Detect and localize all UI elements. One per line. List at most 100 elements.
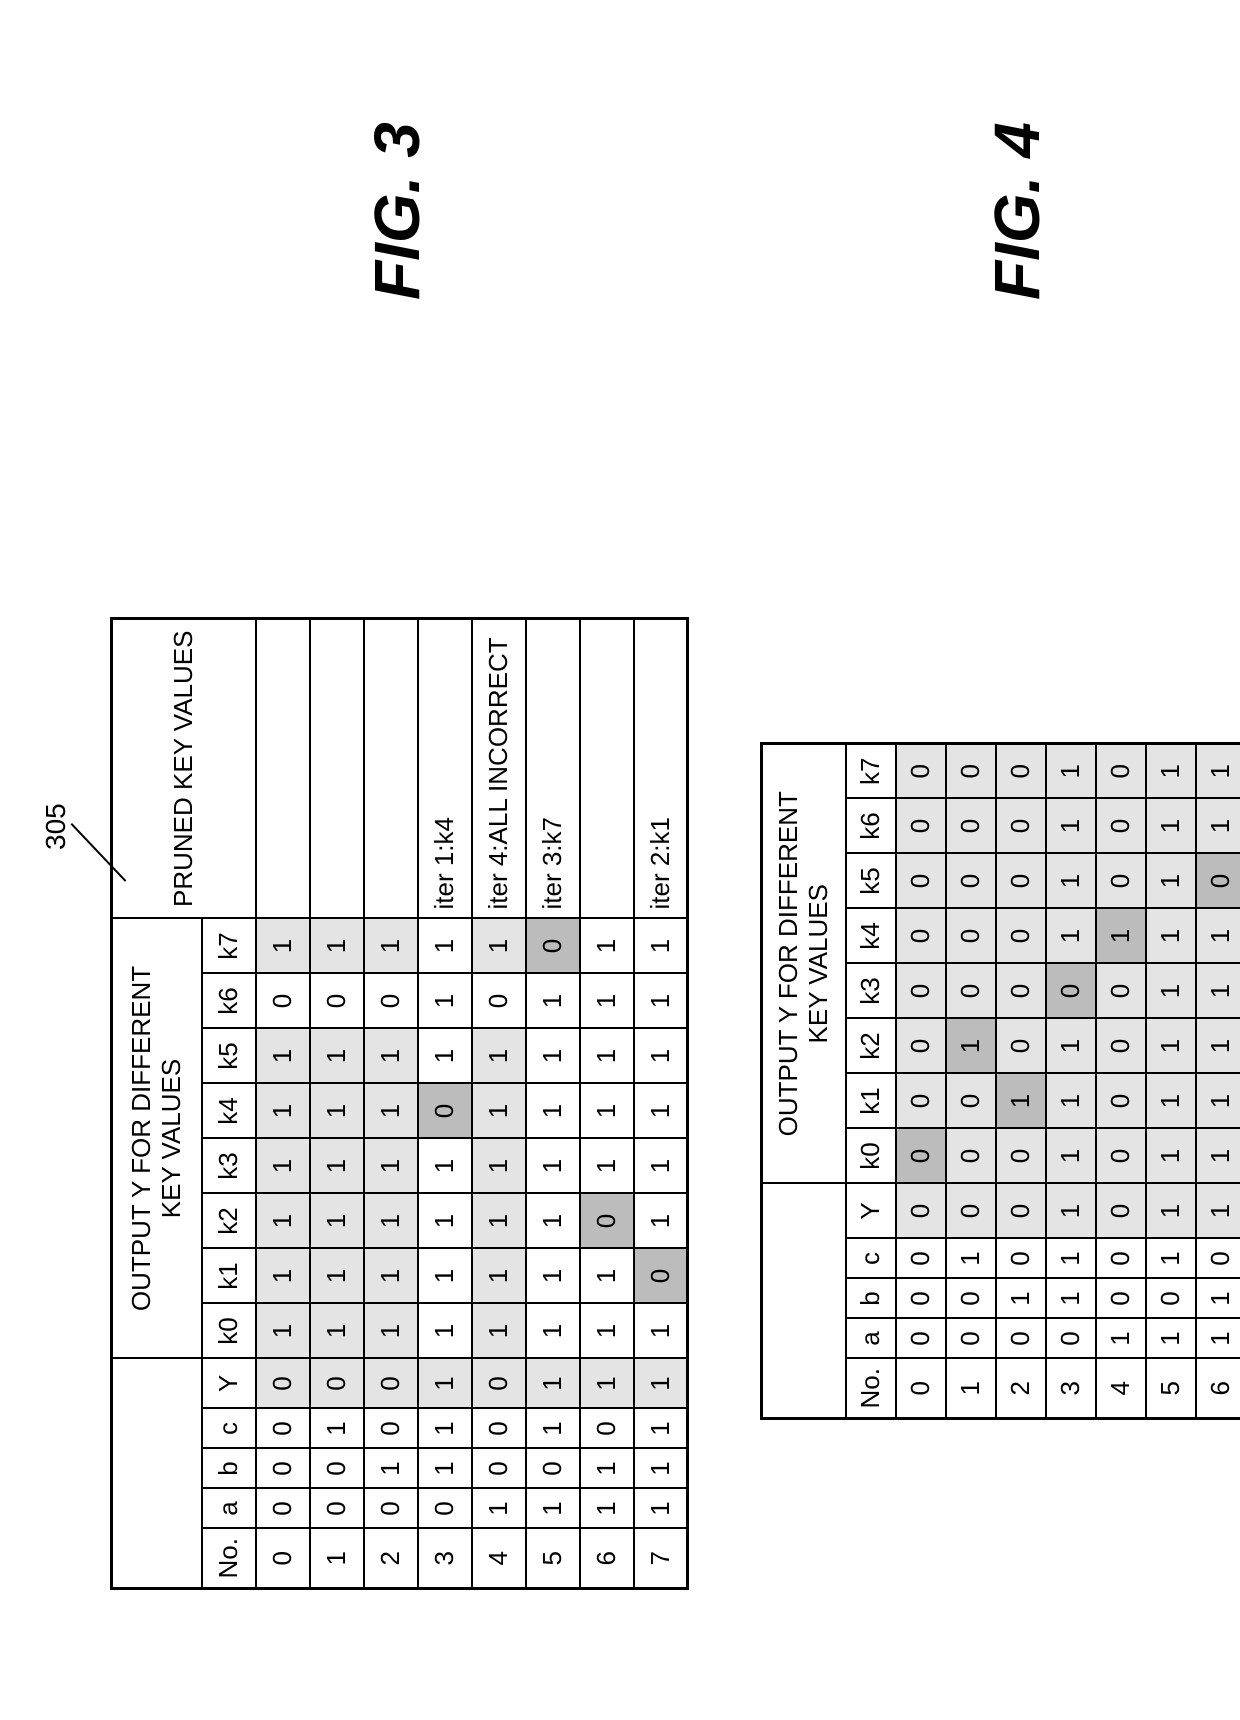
fig4-r5-c4: 1: [1146, 1184, 1196, 1239]
fig3-col-k6: k6: [202, 974, 256, 1029]
fig4-r4-c6: 0: [1096, 1074, 1146, 1129]
fig3-r1-c13: [310, 619, 364, 919]
fig3-r6-c13: [580, 619, 634, 919]
fig3-r3-c2: 1: [418, 1449, 472, 1489]
fig4-col-k0: k0: [846, 1129, 896, 1184]
fig3-r7-c6: 0: [634, 1249, 688, 1304]
fig4-r3-c10: 1: [1046, 854, 1096, 909]
fig4-r6-c3: 0: [1196, 1239, 1240, 1279]
fig4-r6-c9: 1: [1196, 909, 1240, 964]
fig3-r0-c1: 0: [256, 1489, 310, 1529]
fig4-r5-c12: 1: [1146, 744, 1196, 799]
fig4-r6-c0: 6: [1196, 1359, 1240, 1419]
fig3-r6-c0: 6: [580, 1529, 634, 1589]
fig3-r7-c9: 1: [634, 1084, 688, 1139]
fig3-r0-c2: 0: [256, 1449, 310, 1489]
fig4-r1-c11: 0: [946, 799, 996, 854]
fig3-r2-c1: 0: [364, 1489, 418, 1529]
fig4-r1-c2: 0: [946, 1279, 996, 1319]
fig3-r2-c5: 1: [364, 1304, 418, 1359]
fig3-r7-c0: 7: [634, 1529, 688, 1589]
fig4-r3-c1: 0: [1046, 1319, 1096, 1359]
fig4-table: OUTPUT Y FOR DIFFERENT KEY VALUESNo.abcY…: [760, 742, 1240, 1420]
fig3-r7-c8: 1: [634, 1139, 688, 1194]
fig4-r3-c8: 0: [1046, 964, 1096, 1019]
fig3-r4-c3: 0: [472, 1409, 526, 1449]
fig4-r6-c1: 1: [1196, 1319, 1240, 1359]
fig4-output-header: OUTPUT Y FOR DIFFERENT KEY VALUES: [762, 744, 846, 1184]
fig3-r1-c12: 1: [310, 919, 364, 974]
fig4-col-k4: k4: [846, 909, 896, 964]
fig3-col-k7: k7: [202, 919, 256, 974]
fig4-r6-c7: 1: [1196, 1019, 1240, 1074]
fig3-r1-c7: 1: [310, 1194, 364, 1249]
fig3-r5-c2: 0: [526, 1449, 580, 1489]
fig3-r3-c1: 0: [418, 1489, 472, 1529]
fig3-r1-c11: 0: [310, 974, 364, 1029]
fig3-r7-c12: 1: [634, 919, 688, 974]
fig3-r3-c8: 1: [418, 1139, 472, 1194]
fig4-r3-c9: 1: [1046, 909, 1096, 964]
fig3-r5-c5: 1: [526, 1304, 580, 1359]
fig3-r2-c4: 0: [364, 1359, 418, 1409]
fig3-output-header: OUTPUT Y FOR DIFFERENT KEY VALUES: [112, 919, 202, 1359]
fig3-r3-c13: iter 1:k4: [418, 619, 472, 919]
fig4-r4-c2: 0: [1096, 1279, 1146, 1319]
fig3-r4-c8: 1: [472, 1139, 526, 1194]
fig4-col-k2: k2: [846, 1019, 896, 1074]
fig3-r6-c8: 1: [580, 1139, 634, 1194]
fig4-r2-c11: 0: [996, 799, 1046, 854]
fig3-col-k0: k0: [202, 1304, 256, 1359]
fig4-table-wrap: OUTPUT Y FOR DIFFERENT KEY VALUESNo.abcY…: [760, 742, 1240, 1420]
fig3-r5-c9: 1: [526, 1084, 580, 1139]
fig3-r6-c7: 0: [580, 1194, 634, 1249]
fig3-r0-c12: 1: [256, 919, 310, 974]
fig3-r2-c6: 1: [364, 1249, 418, 1304]
fig3-col-k4: k4: [202, 1084, 256, 1139]
fig4-r2-c7: 0: [996, 1019, 1046, 1074]
fig4-r5-c6: 1: [1146, 1074, 1196, 1129]
fig3-r4-c9: 1: [472, 1084, 526, 1139]
fig4-r0-c5: 0: [896, 1129, 946, 1184]
fig3-r2-c2: 1: [364, 1449, 418, 1489]
fig4-blank-corner: [762, 1184, 846, 1419]
fig4-r1-c3: 1: [946, 1239, 996, 1279]
fig3-table-wrap: OUTPUT Y FOR DIFFERENT KEY VALUESPRUNED …: [110, 617, 689, 1590]
fig3-r3-c12: 1: [418, 919, 472, 974]
fig4-r3-c6: 1: [1046, 1074, 1096, 1129]
fig3-r1-c9: 1: [310, 1084, 364, 1139]
fig4-r0-c1: 0: [896, 1319, 946, 1359]
fig4-r5-c10: 1: [1146, 854, 1196, 909]
fig4-r6-c8: 1: [1196, 964, 1240, 1019]
fig3-col-k2: k2: [202, 1194, 256, 1249]
fig4-r2-c4: 0: [996, 1184, 1046, 1239]
fig3-r1-c6: 1: [310, 1249, 364, 1304]
fig3-r5-c3: 1: [526, 1409, 580, 1449]
fig3-r5-c12: 0: [526, 919, 580, 974]
fig3-r5-c8: 1: [526, 1139, 580, 1194]
fig3-r0-c3: 0: [256, 1409, 310, 1449]
fig3-r3-c5: 1: [418, 1304, 472, 1359]
fig3-r6-c6: 1: [580, 1249, 634, 1304]
fig4-r1-c8: 0: [946, 964, 996, 1019]
fig3-r7-c10: 1: [634, 1029, 688, 1084]
fig3-r2-c0: 2: [364, 1529, 418, 1589]
fig3-col-a: a: [202, 1489, 256, 1529]
fig4-r4-c11: 0: [1096, 799, 1146, 854]
fig4-r1-c6: 0: [946, 1074, 996, 1129]
fig4-label: FIG. 4: [980, 122, 1054, 300]
fig3-r7-c3: 1: [634, 1409, 688, 1449]
fig3-r5-c1: 1: [526, 1489, 580, 1529]
fig3-r5-c11: 1: [526, 974, 580, 1029]
fig3-r1-c8: 1: [310, 1139, 364, 1194]
fig3-r0-c0: 0: [256, 1529, 310, 1589]
fig4-col-k3: k3: [846, 964, 896, 1019]
fig4-r5-c5: 1: [1146, 1129, 1196, 1184]
fig4-r3-c12: 1: [1046, 744, 1096, 799]
fig3-r6-c4: 1: [580, 1359, 634, 1409]
fig4-r5-c3: 1: [1146, 1239, 1196, 1279]
fig3-r7-c7: 1: [634, 1194, 688, 1249]
fig3-r0-c11: 0: [256, 974, 310, 1029]
fig3-r2-c12: 1: [364, 919, 418, 974]
fig3-r5-c13: iter 3:k7: [526, 619, 580, 919]
